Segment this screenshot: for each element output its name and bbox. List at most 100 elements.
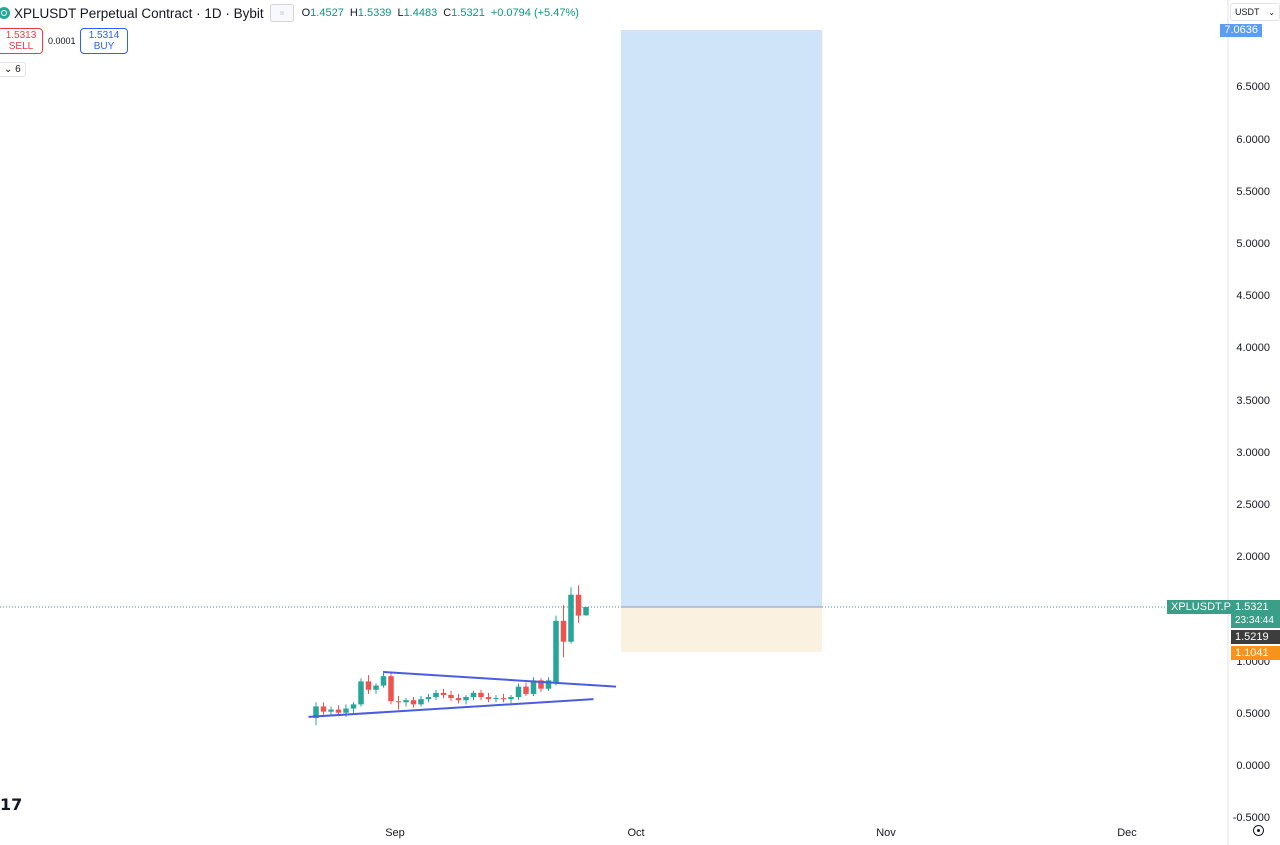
price-axis-label: 2.5000 bbox=[1236, 499, 1270, 511]
candle bbox=[395, 696, 402, 710]
candle-body bbox=[530, 680, 537, 694]
secondary-price-tag: 1.5219 bbox=[1231, 630, 1280, 644]
candle bbox=[515, 683, 522, 701]
candle-body bbox=[373, 685, 379, 690]
trendline-upper[interactable] bbox=[383, 670, 617, 688]
candle bbox=[560, 605, 567, 658]
buy-label: BUY bbox=[93, 41, 115, 52]
spread-value: 0.0001 bbox=[48, 36, 76, 46]
candle bbox=[463, 694, 469, 705]
price-axis-label: 3.0000 bbox=[1236, 446, 1270, 459]
price-axis-label: 6.0000 bbox=[1236, 133, 1270, 146]
candle-body bbox=[545, 680, 552, 689]
candle-body bbox=[455, 698, 462, 701]
change-value: +0.0794 (+5.47%) bbox=[490, 7, 579, 19]
candle bbox=[538, 678, 544, 692]
price-axis-label: 5.0000 bbox=[1236, 238, 1270, 250]
candle bbox=[440, 688, 447, 699]
price-axis-label: 0.0000 bbox=[1236, 760, 1270, 772]
candle-body bbox=[500, 698, 507, 700]
exchange-logo-icon bbox=[0, 7, 10, 19]
candle bbox=[388, 673, 394, 705]
loss-zone[interactable] bbox=[621, 607, 822, 652]
candle bbox=[335, 705, 342, 715]
candle bbox=[365, 675, 372, 694]
candle bbox=[568, 587, 574, 644]
sell-label: SELL bbox=[8, 41, 34, 52]
date-axis-label: Nov bbox=[876, 827, 896, 839]
candle-body bbox=[350, 704, 357, 709]
last-price-tag: 1.5321 bbox=[1231, 600, 1280, 614]
price-axis-label: 6.5000 bbox=[1236, 81, 1270, 94]
candle-body bbox=[335, 709, 342, 713]
candle bbox=[418, 696, 424, 707]
currency-label: USDT bbox=[1235, 7, 1260, 17]
candle-body bbox=[523, 686, 529, 694]
candle-body bbox=[478, 692, 484, 698]
candle bbox=[575, 585, 582, 623]
price-axis-label: 0.5000 bbox=[1236, 707, 1270, 720]
candle-body bbox=[470, 692, 477, 698]
candle-body bbox=[433, 692, 439, 698]
symbol-title[interactable]: XPLUSDT Perpetual Contract · 1D · Bybit bbox=[14, 5, 264, 21]
candle-body bbox=[380, 676, 387, 686]
candle bbox=[478, 689, 484, 701]
candle-body bbox=[448, 694, 454, 699]
buy-price: 1.5314 bbox=[88, 30, 120, 41]
candle bbox=[448, 690, 454, 702]
buy-button[interactable]: 1.5314 BUY bbox=[80, 28, 128, 54]
candle-body bbox=[395, 701, 402, 703]
price-axis-label: -0.5000 bbox=[1232, 812, 1270, 825]
candles-group bbox=[313, 585, 589, 726]
chart-header: XPLUSDT Perpetual Contract · 1D · Bybit … bbox=[0, 0, 579, 26]
trendlines-group[interactable] bbox=[308, 670, 617, 718]
stop-price-tag: 1.1041 bbox=[1231, 646, 1280, 660]
candle bbox=[403, 698, 409, 707]
settings-icon[interactable] bbox=[1253, 825, 1264, 836]
candle-body bbox=[425, 697, 432, 700]
candle bbox=[455, 693, 462, 704]
candle-body bbox=[508, 697, 514, 700]
target-price-tag: 7.0636 bbox=[1220, 24, 1262, 37]
high-value: H1.5339 bbox=[349, 7, 392, 19]
candle-body bbox=[493, 698, 499, 700]
candle-body bbox=[553, 620, 559, 684]
candle-body bbox=[343, 708, 349, 713]
candle bbox=[508, 694, 514, 704]
date-axis-label: Dec bbox=[1117, 827, 1137, 839]
candle-body bbox=[515, 686, 522, 698]
sell-button[interactable]: 1.5313 SELL bbox=[0, 28, 43, 54]
candle bbox=[485, 692, 492, 703]
date-axis-label: Oct bbox=[627, 827, 645, 839]
date-axis-label: Sep bbox=[385, 827, 405, 839]
candle bbox=[425, 693, 432, 703]
candle bbox=[358, 678, 364, 707]
candle bbox=[470, 690, 477, 701]
candle bbox=[320, 702, 327, 715]
price-axis-label: 3.5000 bbox=[1236, 394, 1270, 407]
candle-body bbox=[328, 709, 334, 712]
trendline-lower[interactable] bbox=[308, 698, 594, 718]
candle bbox=[583, 606, 589, 616]
symbol-tag: XPLUSDT.P bbox=[1167, 600, 1235, 614]
price-axis-label: 5.5000 bbox=[1236, 185, 1270, 198]
candle-body bbox=[403, 700, 409, 703]
ohlc-values: O1.4527 H1.5339 L1.4483 C1.5321 +0.0794 … bbox=[302, 7, 579, 19]
candle-body bbox=[388, 676, 394, 702]
indicators-toggle[interactable]: ⌄ 6 bbox=[0, 62, 26, 77]
candle-body bbox=[410, 700, 417, 705]
candle bbox=[313, 702, 319, 726]
candle bbox=[523, 682, 529, 697]
compare-icon[interactable] bbox=[269, 4, 294, 22]
candle bbox=[350, 702, 357, 713]
candle bbox=[410, 697, 417, 708]
tradingview-logo[interactable]: 17 bbox=[0, 795, 23, 814]
candle-body bbox=[365, 681, 372, 690]
candle-body bbox=[440, 692, 447, 695]
candle bbox=[545, 677, 552, 691]
currency-selector[interactable]: USDT ⌄ bbox=[1230, 3, 1280, 21]
profit-zone[interactable] bbox=[621, 30, 822, 608]
sell-price: 1.5313 bbox=[5, 30, 37, 41]
candle bbox=[500, 693, 507, 703]
